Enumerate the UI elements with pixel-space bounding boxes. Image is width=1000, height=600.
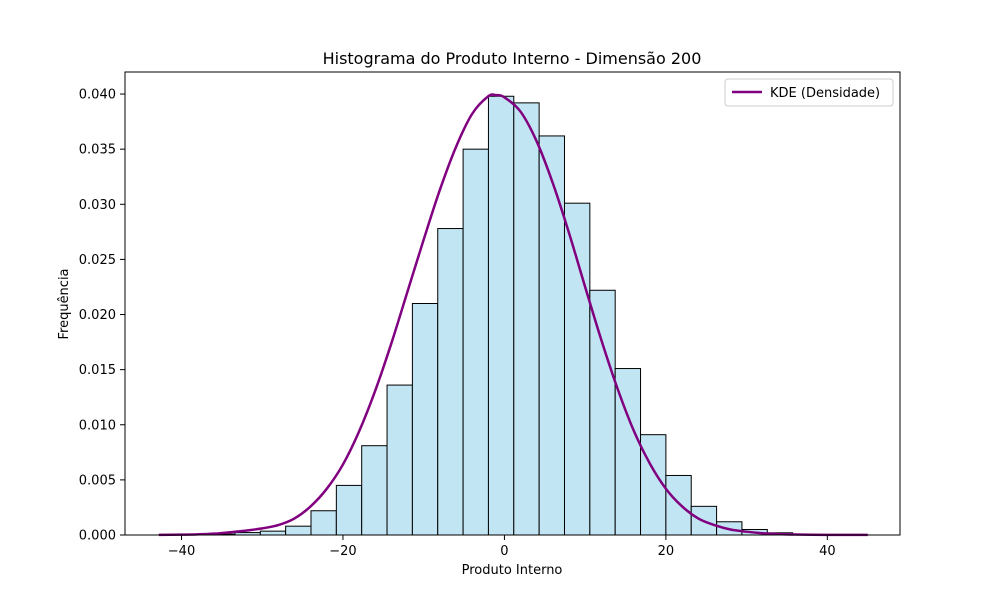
x-tick-label: −40	[168, 544, 195, 559]
histogram-bar	[411, 303, 439, 536]
histogram-bar	[310, 510, 337, 536]
legend: KDE (Densidade)	[724, 78, 894, 107]
histogram-bar	[462, 148, 489, 536]
y-tick-label: 0.000	[79, 529, 116, 544]
y-tick-label: 0.025	[79, 253, 116, 268]
legend-label-kde: KDE (Densidade)	[770, 86, 880, 101]
plot-frame	[124, 71, 901, 536]
histogram-bar	[538, 135, 565, 536]
x-tick-label: 40	[819, 544, 836, 559]
histogram-bar	[589, 289, 616, 536]
y-tick-label: 0.010	[79, 418, 116, 433]
x-tick-label: 0	[500, 544, 508, 559]
y-tick-label: 0.035	[79, 143, 116, 158]
y-axis-label: Frequência	[57, 268, 72, 339]
kde-line	[158, 93, 868, 537]
y-axis-ticks: 0.000 0.005 0.010 0.015 0.020 0.025 0.030 0.035…	[79, 88, 125, 544]
histogram-bar	[259, 530, 287, 536]
x-tick-label: −20	[329, 544, 356, 559]
chart-title: Histograma do Produto Interno - Dimensão…	[323, 49, 702, 68]
histogram-bar	[513, 102, 540, 536]
y-tick-label: 0.015	[79, 363, 116, 378]
histogram-bar	[335, 484, 363, 536]
legend-box	[724, 78, 894, 107]
x-axis-label: Produto Interno	[462, 563, 563, 578]
y-tick-label: 0.040	[79, 88, 116, 103]
x-tick-label: 20	[658, 544, 675, 559]
y-tick-label: 0.005	[79, 473, 116, 488]
histogram-bars	[158, 95, 870, 536]
histogram-bar	[285, 525, 312, 536]
histogram-bar	[665, 474, 692, 536]
histogram-bar	[361, 445, 388, 536]
x-axis-ticks: −40 −20 0 20 40	[168, 535, 836, 559]
y-tick-label: 0.020	[79, 308, 116, 323]
histogram-bar	[386, 384, 413, 536]
histogram-bar	[487, 95, 515, 536]
y-tick-label: 0.030	[79, 198, 116, 213]
histogram-bar	[563, 202, 591, 536]
histogram-bar	[437, 228, 464, 536]
